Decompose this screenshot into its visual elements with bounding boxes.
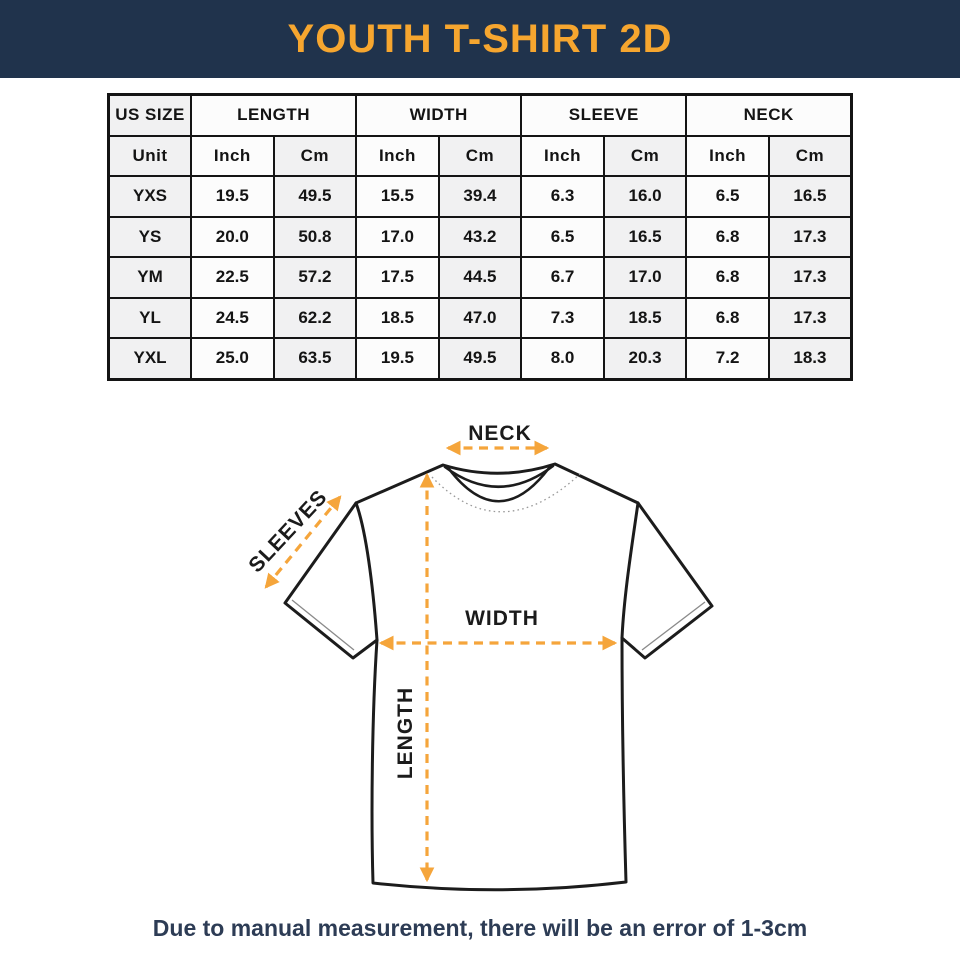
right-cuff-line (641, 601, 706, 651)
unit-header: Inch (355, 134, 440, 177)
value-cell: 47.0 (437, 296, 523, 339)
group-header-row: US SIZE LENGTH WIDTH SLEEVE NECK (107, 93, 853, 137)
group-header-neck: NECK (685, 93, 853, 137)
value-cell: 20.0 (190, 215, 275, 258)
value-cell: 49.5 (437, 337, 523, 380)
size-row-yl: YL 24.5 62.2 18.5 47.0 7.3 18.5 6.8 17.3 (107, 296, 853, 339)
value-cell: 17.3 (767, 256, 853, 299)
value-cell: 15.5 (355, 175, 440, 218)
collar-band-line (443, 464, 555, 489)
size-table: US SIZE LENGTH WIDTH SLEEVE NECK Unit Inch Cm I… (107, 93, 853, 381)
page-title: YOUTH T-SHIRT 2D (287, 16, 673, 61)
unit-header: Cm (602, 134, 688, 177)
value-cell: 17.3 (767, 296, 853, 339)
sleeves-label: SLEEVES (244, 485, 332, 577)
size-table-body: YXS 19.5 49.5 15.5 39.4 6.3 16.0 6.5 16.5 YS 20.0 5… (107, 175, 853, 380)
value-cell: 6.3 (520, 175, 605, 218)
tshirt-body-outline (354, 462, 640, 892)
left-cuff-line (291, 599, 355, 651)
size-cell: YS (107, 215, 193, 258)
value-cell: 6.8 (685, 256, 770, 299)
unit-header: Cm (767, 134, 853, 177)
value-cell: 17.3 (767, 215, 853, 258)
collar-inner-line (447, 466, 551, 503)
unit-header: Cm (272, 134, 358, 177)
value-cell: 62.2 (272, 296, 358, 339)
unit-header: Cm (437, 134, 523, 177)
unit-header: Inch (520, 134, 605, 177)
tshirt-diagram: NECK SLEEVES WIDTH LENGTH (230, 415, 730, 915)
value-cell: 6.5 (685, 175, 770, 218)
group-header-sleeve: SLEEVE (520, 93, 688, 137)
value-cell: 19.5 (190, 175, 275, 218)
size-table-head: US SIZE LENGTH WIDTH SLEEVE NECK Unit Inch Cm I… (107, 93, 853, 177)
neck-label: NECK (468, 422, 532, 445)
size-cell: YL (107, 296, 193, 339)
unit-header: Unit (107, 134, 193, 177)
value-cell: 16.5 (767, 175, 853, 218)
value-cell: 25.0 (190, 337, 275, 380)
value-cell: 24.5 (190, 296, 275, 339)
length-label: LENGTH (394, 687, 417, 779)
collar-stitch-dotted-line (431, 473, 581, 513)
value-cell: 18.5 (355, 296, 440, 339)
group-header-us-size: US SIZE (107, 93, 193, 137)
value-cell: 44.5 (437, 256, 523, 299)
value-cell: 6.8 (685, 296, 770, 339)
measurement-note: Due to manual measurement, there will be… (152, 915, 808, 941)
sleeve-measure-arrow (264, 495, 342, 589)
width-label: WIDTH (465, 607, 539, 630)
title-bar: YOUTH T-SHIRT 2D (0, 0, 960, 78)
size-row-yxs: YXS 19.5 49.5 15.5 39.4 6.3 16.0 6.5 16.5 (107, 175, 853, 218)
value-cell: 17.0 (355, 215, 440, 258)
value-cell: 17.0 (602, 256, 688, 299)
value-cell: 20.3 (602, 337, 688, 380)
unit-header: Inch (190, 134, 275, 177)
right-sleeve-outline (620, 501, 714, 660)
value-cell: 8.0 (520, 337, 605, 380)
value-cell: 18.3 (767, 337, 853, 380)
value-cell: 16.0 (602, 175, 688, 218)
group-header-width: WIDTH (355, 93, 523, 137)
value-cell: 6.5 (520, 215, 605, 258)
value-cell: 63.5 (272, 337, 358, 380)
size-row-ym: YM 22.5 57.2 17.5 44.5 6.7 17.0 6.8 17.3 (107, 256, 853, 299)
value-cell: 7.3 (520, 296, 605, 339)
size-cell: YM (107, 256, 193, 299)
value-cell: 7.2 (685, 337, 770, 380)
unit-header-row: Unit Inch Cm Inch Cm Inch Cm Inch Cm (107, 134, 853, 177)
value-cell: 49.5 (272, 175, 358, 218)
value-cell: 19.5 (355, 337, 440, 380)
value-cell: 16.5 (602, 215, 688, 258)
group-header-length: LENGTH (190, 93, 358, 137)
unit-header: Inch (685, 134, 770, 177)
value-cell: 43.2 (437, 215, 523, 258)
size-row-ys: YS 20.0 50.8 17.0 43.2 6.5 16.5 6.8 17.3 (107, 215, 853, 258)
size-cell: YXL (107, 337, 193, 380)
value-cell: 57.2 (272, 256, 358, 299)
value-cell: 18.5 (602, 296, 688, 339)
value-cell: 22.5 (190, 256, 275, 299)
size-row-yxl: YXL 25.0 63.5 19.5 49.5 8.0 20.3 7.2 18.3 (107, 337, 853, 380)
value-cell: 6.7 (520, 256, 605, 299)
value-cell: 6.8 (685, 215, 770, 258)
value-cell: 39.4 (437, 175, 523, 218)
value-cell: 50.8 (272, 215, 358, 258)
value-cell: 17.5 (355, 256, 440, 299)
size-cell: YXS (107, 175, 193, 218)
